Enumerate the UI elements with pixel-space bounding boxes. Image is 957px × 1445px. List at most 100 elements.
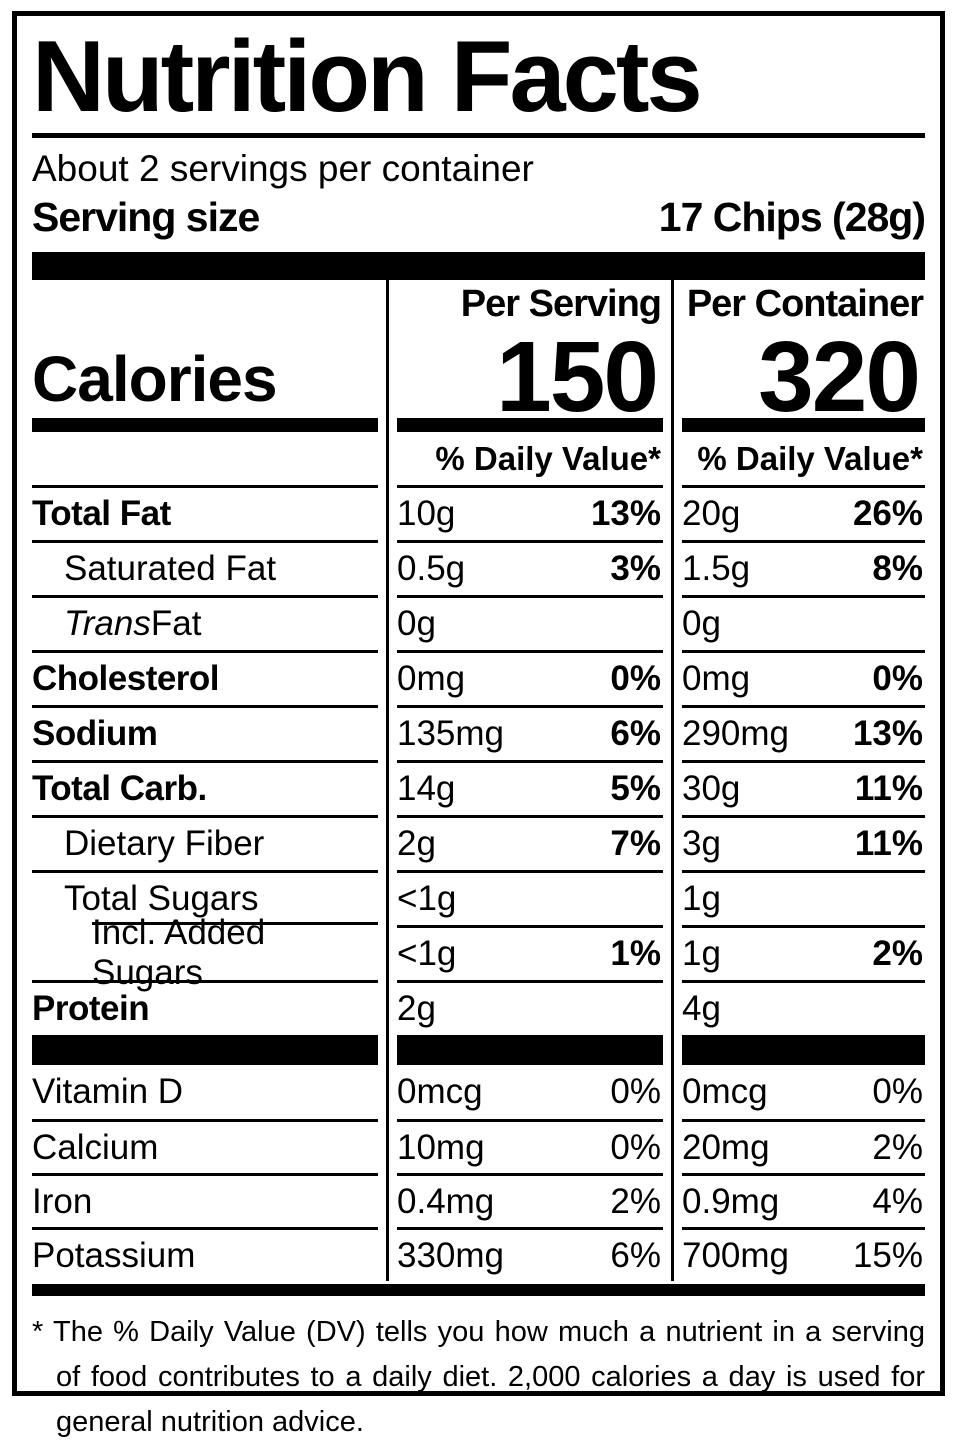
- per-serving-header: Per Serving: [460, 283, 662, 326]
- dv-header-per-serving: % Daily Value*: [435, 439, 661, 477]
- column-divider-left: [386, 280, 389, 1282]
- calories-underline-bar: [682, 418, 925, 433]
- daily-value: 2%: [610, 1181, 661, 1221]
- nutrient-label-vitamin-d: Vitamin D: [32, 1072, 184, 1112]
- nutrient-ps-cholesterol: 0mg 0%: [397, 650, 663, 705]
- daily-value: 4%: [872, 1181, 923, 1221]
- micronutrient-divider-bar: [397, 1035, 663, 1066]
- daily-value: 0%: [610, 1072, 661, 1112]
- label-title: Nutrition Facts: [32, 21, 703, 133]
- nutrient-ps-dietary-fiber: 2g 7%: [397, 815, 663, 870]
- amount: 700mg: [682, 1235, 790, 1275]
- daily-value: 0%: [610, 659, 661, 699]
- nutrient-ps-trans-fat: 0g: [397, 595, 663, 650]
- footnote-asterisk: *: [32, 1316, 44, 1349]
- daily-value: 2%: [872, 934, 923, 974]
- daily-value: 0%: [872, 1072, 923, 1112]
- amount: 135mg: [397, 714, 505, 754]
- nutrient-pc-total-sugars: 1g: [682, 870, 925, 925]
- nutrient-pc-total-carb: 30g 11%: [682, 760, 925, 815]
- amount: 4g: [682, 989, 721, 1029]
- amount: <1g: [397, 879, 457, 919]
- nutrient-pc-dietary-fiber: 3g 11%: [682, 815, 925, 870]
- nutrient-label-trans-fat: Trans Fat: [32, 595, 378, 650]
- nutrient-label-protein: Protein: [32, 980, 378, 1035]
- nutrient-label-total-fat: Total Fat: [32, 485, 378, 540]
- daily-value: 8%: [872, 549, 923, 589]
- daily-value: 0%: [872, 659, 923, 699]
- nutrient-label-dietary-fiber: Dietary Fiber: [32, 815, 378, 870]
- amount: 0g: [682, 604, 721, 644]
- daily-value: 7%: [610, 824, 661, 864]
- dv-header-spacer: [32, 432, 378, 485]
- daily-value: 6%: [610, 1235, 661, 1275]
- micronutrient-divider-bar: [682, 1035, 925, 1066]
- amount: 0mcg: [397, 1072, 483, 1112]
- nutrient-pc-added-sugars: 1g 2%: [682, 925, 925, 980]
- amount: 0mcg: [682, 1072, 768, 1112]
- nutrient-pc-cholesterol: 0mg 0%: [682, 650, 925, 705]
- amount: 0.5g: [397, 549, 466, 589]
- nutrient-ps-iron: 0.4mg 2%: [397, 1173, 663, 1227]
- amount: 10mg: [397, 1127, 485, 1167]
- amount: 10g: [397, 494, 456, 534]
- calories-underline-bar: [397, 418, 663, 433]
- nutrient-pc-vitamin-d: 0mcg 0%: [682, 1065, 925, 1119]
- servings-per-container: About 2 servings per container: [32, 148, 534, 190]
- amount: 0.9mg: [682, 1181, 780, 1221]
- nutrient-ps-added-sugars: <1g 1%: [397, 925, 663, 980]
- amount: 20g: [682, 494, 741, 534]
- trans-italic: Trans: [64, 604, 151, 644]
- nutrient-label-cholesterol: Cholesterol: [32, 650, 378, 705]
- calories-per-container: 320: [758, 321, 921, 434]
- nutrient-label-sodium: Sodium: [32, 705, 378, 760]
- nutrient-pc-iron: 0.9mg 4%: [682, 1173, 925, 1227]
- footnote-divider-bar: [32, 1284, 925, 1297]
- daily-value: 6%: [610, 714, 661, 754]
- nutrient-pc-total-fat: 20g 26%: [682, 485, 925, 540]
- daily-value: 26%: [852, 494, 923, 534]
- daily-value: 2%: [872, 1127, 923, 1167]
- nutrient-label-iron: Iron: [32, 1173, 378, 1227]
- nutrient-ps-protein: 2g: [397, 980, 663, 1035]
- daily-value: 15%: [852, 1235, 923, 1275]
- amount: 30g: [682, 769, 741, 809]
- micronutrient-divider-bar: [32, 1035, 378, 1066]
- nutrient-pc-potassium: 700mg 15%: [682, 1227, 925, 1281]
- nutrient-ps-total-carb: 14g 5%: [397, 760, 663, 815]
- nutrient-label-calcium: Calcium: [32, 1119, 378, 1173]
- amount: 330mg: [397, 1235, 505, 1275]
- amount: 1g: [682, 879, 721, 919]
- serving-size-value: 17 Chips (28g): [658, 194, 926, 241]
- nutrient-pc-trans-fat: 0g: [682, 595, 925, 650]
- nutrient-label-total-carb: Total Carb.: [32, 760, 378, 815]
- amount: 2g: [397, 824, 436, 864]
- nutrient-ps-total-fat: 10g 13%: [397, 485, 663, 540]
- section-divider-bar: [32, 252, 925, 281]
- daily-value-footnote: * The % Daily Value (DV) tells you how m…: [32, 1310, 925, 1445]
- serving-size-label: Serving size: [32, 194, 260, 241]
- amount: 1.5g: [682, 549, 751, 589]
- calories-underline-bar: [32, 418, 378, 433]
- nutrient-label-added-sugars: Incl. Added Sugars: [32, 913, 378, 992]
- nutrient-ps-calcium: 10mg 0%: [397, 1119, 663, 1173]
- daily-value: 0%: [610, 1127, 661, 1167]
- nutrient-pc-protein: 4g: [682, 980, 925, 1035]
- nutrient-label-saturated-fat: Saturated Fat: [32, 540, 378, 595]
- nutrient-ps-vitamin-d: 0mcg 0%: [397, 1065, 663, 1119]
- amount: 0mg: [682, 659, 751, 699]
- daily-value: 11%: [854, 769, 923, 809]
- amount: <1g: [397, 934, 457, 974]
- daily-value: 13%: [590, 494, 661, 534]
- nutrient-pc-saturated-fat: 1.5g 8%: [682, 540, 925, 595]
- nutrient-label-total-sugars: Total Sugars: [32, 870, 378, 925]
- column-divider-right: [671, 280, 674, 1282]
- title-divider: [32, 133, 925, 139]
- daily-value: 1%: [610, 934, 661, 974]
- amount: 20mg: [682, 1127, 770, 1167]
- nutrient-pc-sodium: 290mg 13%: [682, 705, 925, 760]
- nutrient-label-potassium: Potassium: [32, 1227, 378, 1281]
- serving-size-row: Serving size 17 Chips (28g): [32, 194, 926, 241]
- amount: 290mg: [682, 714, 790, 754]
- amount: 14g: [397, 769, 456, 809]
